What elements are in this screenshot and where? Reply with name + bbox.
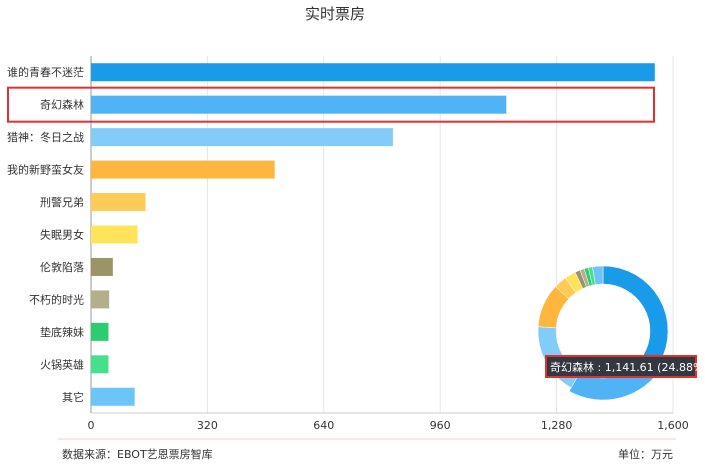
highlight-box (7, 86, 655, 123)
x-tick-label: 0 (88, 419, 95, 432)
grid-lines (90, 56, 674, 414)
tooltip-background (545, 355, 697, 378)
bar[interactable] (91, 160, 275, 179)
donut-slice[interactable] (592, 265, 604, 285)
x-tick-label: 1,280 (541, 419, 573, 432)
bar[interactable] (91, 290, 110, 309)
bar[interactable] (91, 322, 109, 341)
x-tick-label: 640 (313, 419, 334, 432)
category-labels: 谁的青春不迷茫奇幻森林猎神：冬日之战我的新野蛮女友刑警兄弟失眠男女伦敦陷落不朽的… (7, 65, 84, 404)
bar[interactable] (91, 193, 146, 212)
bar[interactable] (91, 95, 507, 114)
category-label: 伦敦陷落 (40, 260, 84, 274)
bar-series (91, 63, 655, 406)
unit-label: 单位：万元 (618, 447, 673, 461)
category-label: 谁的青春不迷茫 (7, 65, 84, 79)
category-label: 不朽的时光 (29, 292, 84, 306)
bar[interactable] (91, 355, 109, 374)
donut-slice[interactable] (602, 265, 669, 365)
x-tick-label: 1,600 (657, 419, 689, 432)
category-label: 火锅英雄 (40, 357, 84, 371)
bar[interactable] (91, 128, 393, 147)
tooltip-text: 奇幻森林 : 1,141.61 (24.88%) (550, 360, 705, 374)
bar[interactable] (91, 387, 135, 406)
category-label: 奇幻森林 (40, 98, 84, 112)
category-label: 刑警兄弟 (40, 195, 84, 209)
category-label: 失眠男女 (40, 228, 84, 242)
data-source: 数据来源：EBOT艺恩票房智库 (62, 447, 213, 461)
x-tick-label: 320 (197, 419, 218, 432)
category-label: 我的新野蛮女友 (7, 163, 84, 177)
category-label: 其它 (62, 390, 84, 404)
bar[interactable] (91, 225, 138, 244)
category-label: 猎神：冬日之战 (7, 130, 84, 144)
tooltip: 奇幻森林 : 1,141.61 (24.88%) (545, 355, 705, 378)
x-axis-ticks: 0 320 640 960 1,280 1,600 (88, 419, 689, 432)
category-label: 垫底辣妹 (40, 325, 84, 339)
x-tick-label: 960 (430, 419, 451, 432)
donut-chart (537, 265, 669, 401)
chart-title: 实时票房 (305, 5, 365, 23)
bar[interactable] (91, 63, 655, 82)
bar[interactable] (91, 257, 113, 276)
